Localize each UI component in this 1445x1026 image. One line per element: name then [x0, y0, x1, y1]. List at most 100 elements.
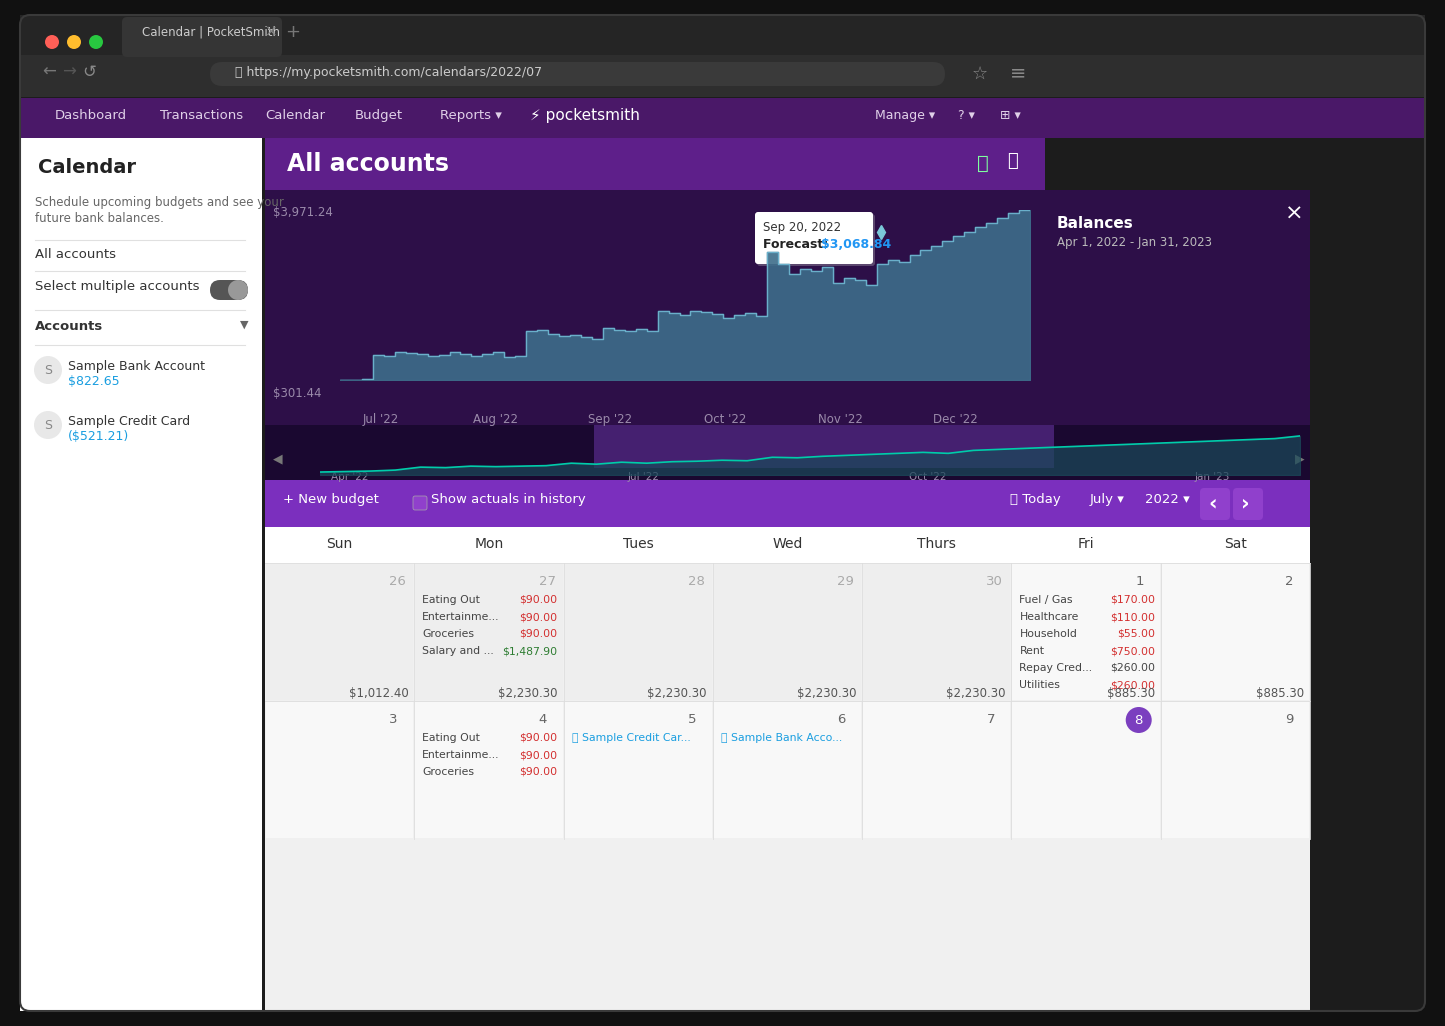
- Text: Mon: Mon: [474, 537, 503, 551]
- Text: Schedule upcoming budgets and see your: Schedule upcoming budgets and see your: [35, 196, 283, 209]
- Text: 🚩 Sample Bank Acco...: 🚩 Sample Bank Acco...: [721, 733, 842, 743]
- Text: ? ▾: ? ▾: [958, 109, 975, 122]
- Text: Dec '22: Dec '22: [933, 413, 978, 426]
- Text: 9: 9: [1285, 713, 1293, 726]
- FancyBboxPatch shape: [1199, 488, 1230, 520]
- Circle shape: [66, 35, 81, 49]
- Text: ≡: ≡: [1010, 63, 1026, 82]
- Circle shape: [35, 356, 62, 384]
- Text: + New budget: + New budget: [283, 494, 379, 506]
- Text: Sat: Sat: [1224, 537, 1247, 551]
- Text: $170.00: $170.00: [1110, 595, 1155, 605]
- Text: $90.00: $90.00: [519, 733, 558, 743]
- Text: ⚡ pocketsmith: ⚡ pocketsmith: [530, 108, 640, 123]
- Text: $885.30: $885.30: [1107, 687, 1155, 700]
- Text: $55.00: $55.00: [1117, 629, 1155, 639]
- Text: ×: ×: [1285, 204, 1303, 224]
- Bar: [863, 564, 1010, 700]
- Bar: [565, 564, 712, 700]
- Bar: [565, 702, 712, 838]
- Text: 8: 8: [1134, 714, 1142, 727]
- Text: ↺: ↺: [82, 63, 95, 81]
- Bar: [264, 190, 1045, 425]
- Text: Nov '22: Nov '22: [818, 413, 863, 426]
- Text: Calendar: Calendar: [38, 158, 136, 177]
- Text: $90.00: $90.00: [519, 611, 558, 622]
- Bar: [1162, 564, 1309, 700]
- Text: $2,230.30: $2,230.30: [946, 687, 1006, 700]
- Text: $260.00: $260.00: [1110, 680, 1155, 690]
- Text: $2,230.30: $2,230.30: [499, 687, 558, 700]
- Text: Transactions: Transactions: [160, 109, 243, 122]
- Bar: [264, 425, 1311, 480]
- Text: Manage ▾: Manage ▾: [876, 109, 935, 122]
- Circle shape: [45, 35, 59, 49]
- Text: 7: 7: [987, 713, 996, 726]
- Text: Oct '22: Oct '22: [704, 413, 747, 426]
- Text: $260.00: $260.00: [1110, 663, 1155, 673]
- Text: $90.00: $90.00: [519, 750, 558, 760]
- FancyBboxPatch shape: [757, 214, 876, 266]
- FancyBboxPatch shape: [210, 280, 249, 300]
- Bar: [415, 564, 562, 700]
- Bar: [1045, 190, 1311, 425]
- Text: Sep 20, 2022: Sep 20, 2022: [763, 221, 841, 234]
- Text: Apr 1, 2022 - Jan 31, 2023: Apr 1, 2022 - Jan 31, 2023: [1056, 236, 1212, 249]
- Text: Forecast:: Forecast:: [763, 238, 832, 251]
- Text: Select multiple accounts: Select multiple accounts: [35, 280, 199, 293]
- Text: Aug '22: Aug '22: [473, 413, 517, 426]
- Text: 2: 2: [1285, 575, 1293, 588]
- Text: All accounts: All accounts: [288, 152, 449, 176]
- Text: $885.30: $885.30: [1256, 687, 1303, 700]
- FancyBboxPatch shape: [1233, 488, 1263, 520]
- Text: ☆: ☆: [972, 65, 988, 83]
- Bar: [594, 425, 1053, 468]
- Text: $2,230.30: $2,230.30: [796, 687, 855, 700]
- Bar: [1162, 702, 1309, 838]
- Bar: [264, 480, 1311, 527]
- Text: Budget: Budget: [355, 109, 403, 122]
- Text: Sample Bank Account: Sample Bank Account: [68, 360, 205, 373]
- Text: Balances: Balances: [1056, 216, 1134, 231]
- Text: 2022 ▾: 2022 ▾: [1144, 494, 1189, 506]
- Text: ▼: ▼: [240, 320, 249, 330]
- Bar: [264, 839, 1311, 1011]
- Bar: [20, 55, 1425, 97]
- Text: Sample Credit Card: Sample Credit Card: [68, 415, 191, 428]
- Text: Jul '22: Jul '22: [627, 472, 659, 482]
- Text: Eating Out: Eating Out: [422, 733, 480, 743]
- Text: 🔍: 🔍: [1007, 152, 1017, 170]
- Text: $822.65: $822.65: [68, 374, 120, 388]
- Bar: [266, 702, 413, 838]
- Bar: [20, 139, 262, 1011]
- Text: 28: 28: [688, 575, 705, 588]
- Bar: [264, 139, 1045, 190]
- Text: 30: 30: [987, 575, 1003, 588]
- Bar: [714, 702, 861, 838]
- FancyBboxPatch shape: [20, 15, 1425, 70]
- Text: 🔒 https://my.pocketsmith.com/calendars/2022/07: 🔒 https://my.pocketsmith.com/calendars/2…: [236, 66, 542, 79]
- Text: 5: 5: [688, 713, 696, 726]
- Text: Fuel / Gas: Fuel / Gas: [1019, 595, 1074, 605]
- Text: Sun: Sun: [327, 537, 353, 551]
- Text: →: →: [62, 63, 77, 81]
- Text: Show actuals in history: Show actuals in history: [431, 494, 585, 506]
- Text: $750.00: $750.00: [1110, 646, 1155, 656]
- Bar: [264, 527, 1311, 1011]
- Text: Groceries: Groceries: [422, 629, 474, 639]
- Text: 26: 26: [389, 575, 406, 588]
- Bar: [1013, 702, 1160, 838]
- Bar: [20, 98, 1425, 139]
- Text: $90.00: $90.00: [519, 595, 558, 605]
- Text: Entertainme...: Entertainme...: [422, 750, 500, 760]
- Text: Thurs: Thurs: [918, 537, 957, 551]
- Bar: [863, 702, 1010, 838]
- Text: Utilities: Utilities: [1019, 680, 1061, 690]
- Text: ◀: ◀: [273, 452, 283, 465]
- Text: S: S: [43, 419, 52, 432]
- FancyBboxPatch shape: [754, 212, 873, 264]
- Circle shape: [90, 35, 103, 49]
- Bar: [266, 564, 413, 700]
- Text: Jan '23: Jan '23: [1194, 472, 1230, 482]
- FancyBboxPatch shape: [210, 62, 945, 86]
